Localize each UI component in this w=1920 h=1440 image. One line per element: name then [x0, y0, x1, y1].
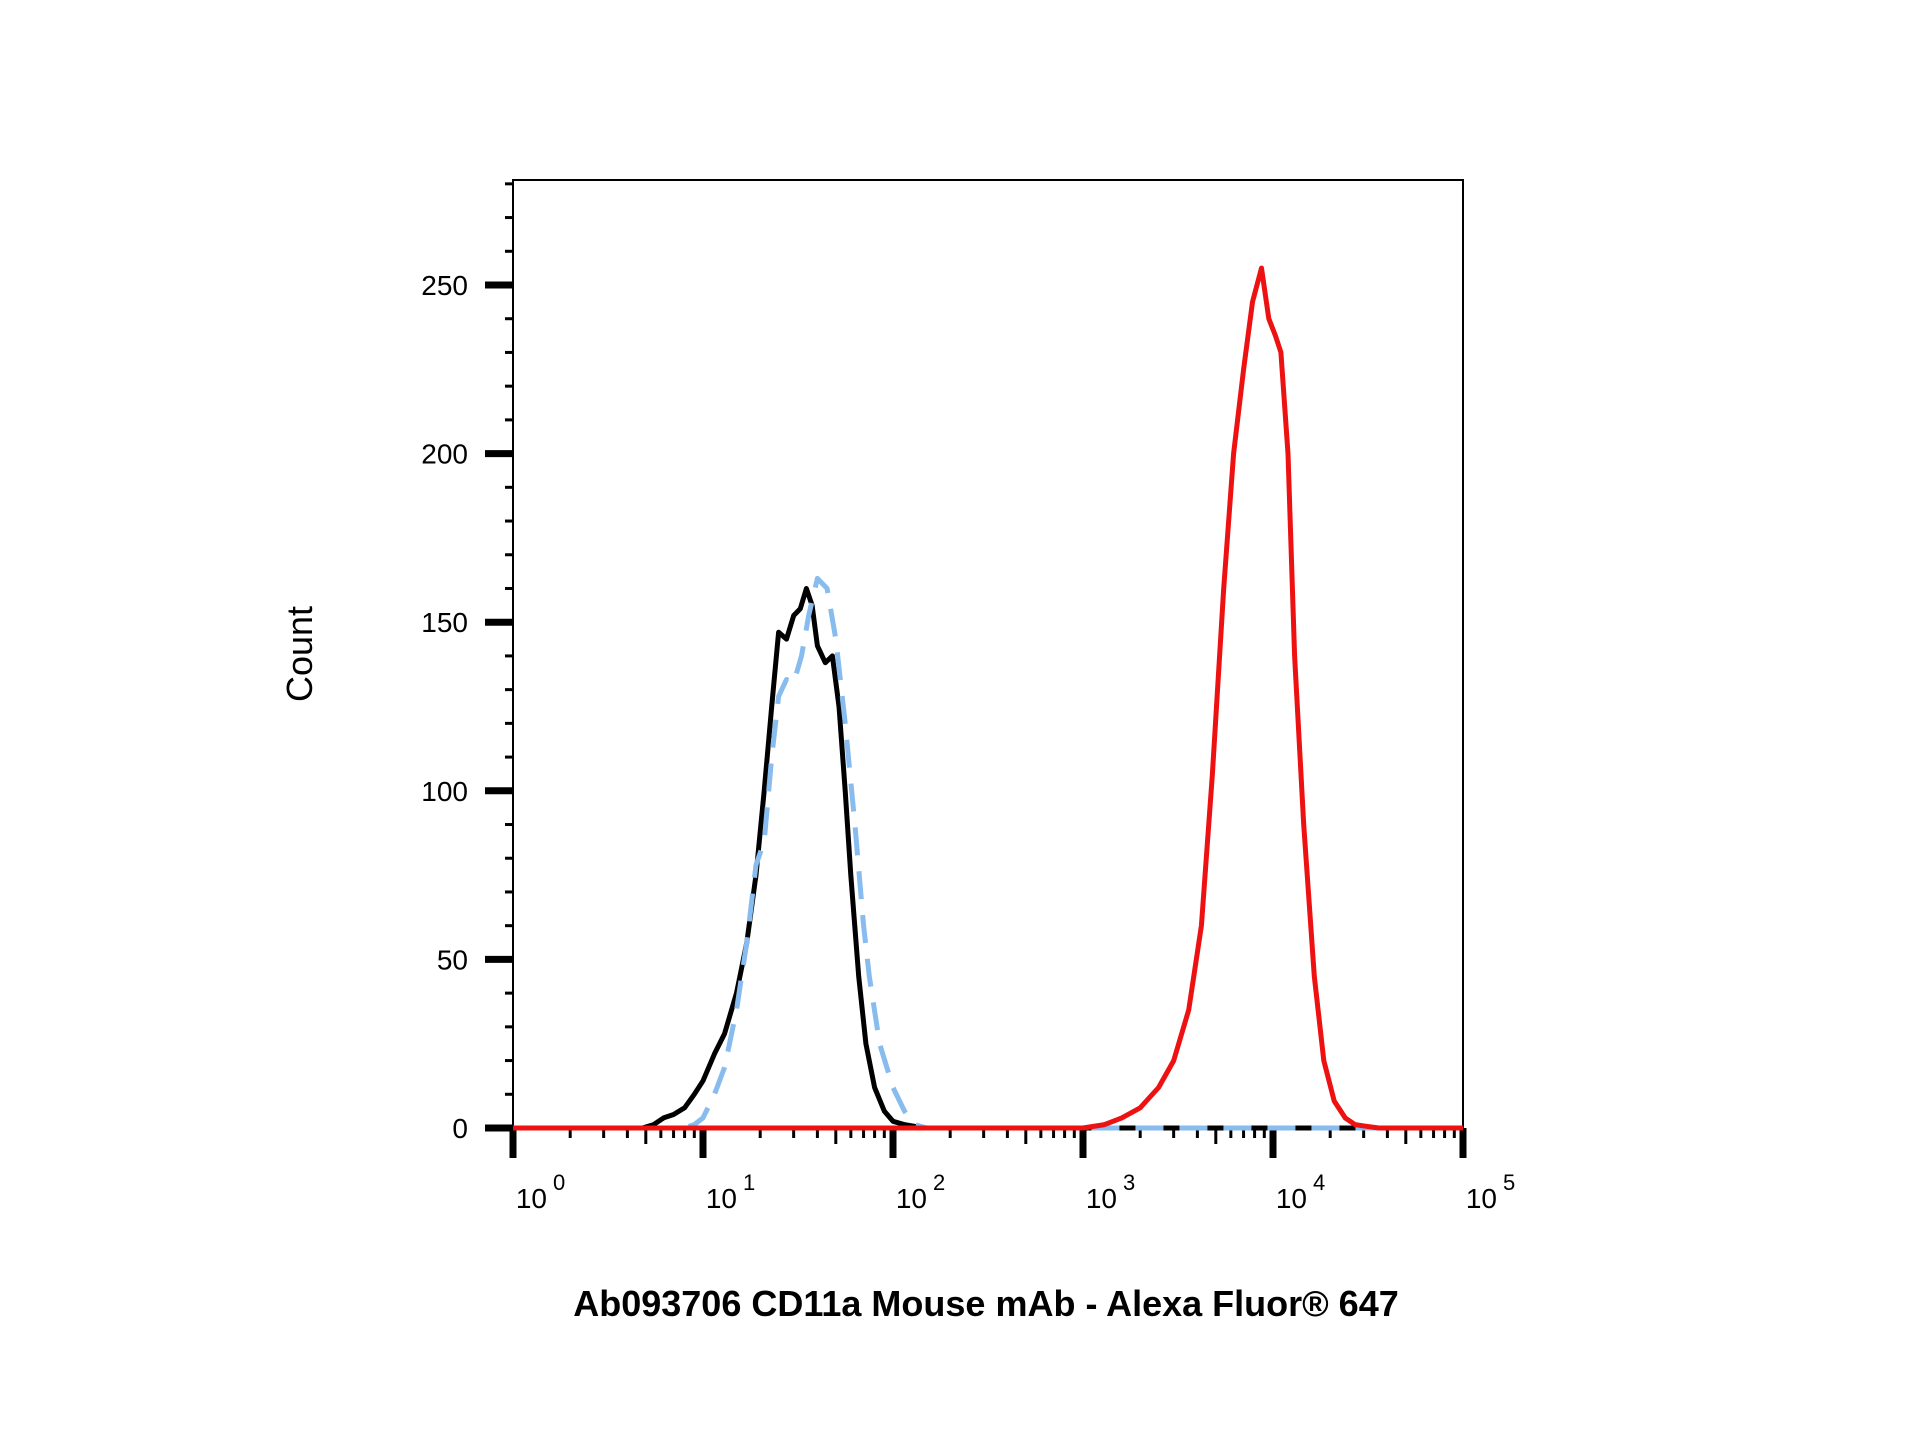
- plot-frame: [513, 180, 1463, 1128]
- x-tick-label: 10: [1276, 1183, 1307, 1214]
- series-layer: [513, 268, 1463, 1128]
- x-tick-label: 10: [896, 1183, 927, 1214]
- y-tick-label: 100: [421, 776, 468, 807]
- x-tick-exponent: 2: [933, 1170, 945, 1195]
- y-tick-label: 250: [421, 270, 468, 301]
- x-tick-label: 10: [1086, 1183, 1117, 1214]
- x-axis-label: Ab093706 CD11a Mouse mAb - Alexa Fluor® …: [573, 1283, 1399, 1324]
- x-tick-exponent: 5: [1503, 1170, 1515, 1195]
- x-tick-label: 10: [516, 1183, 547, 1214]
- x-tick-exponent: 3: [1123, 1170, 1135, 1195]
- series-line-3: [513, 268, 1463, 1128]
- x-tick-label: 10: [706, 1183, 737, 1214]
- x-tick-exponent: 0: [553, 1170, 565, 1195]
- y-tick-label: 150: [421, 607, 468, 638]
- y-tick-label: 0: [452, 1113, 468, 1144]
- y-tick-label: 200: [421, 439, 468, 470]
- x-tick-exponent: 4: [1313, 1170, 1325, 1195]
- x-tick-exponent: 1: [743, 1170, 755, 1195]
- y-axis: 0 50 100 150 200 250: [421, 270, 513, 1144]
- y-axis-label: Count: [279, 606, 320, 702]
- x-tick-label: 10: [1466, 1183, 1497, 1214]
- y-tick-label: 50: [437, 944, 468, 975]
